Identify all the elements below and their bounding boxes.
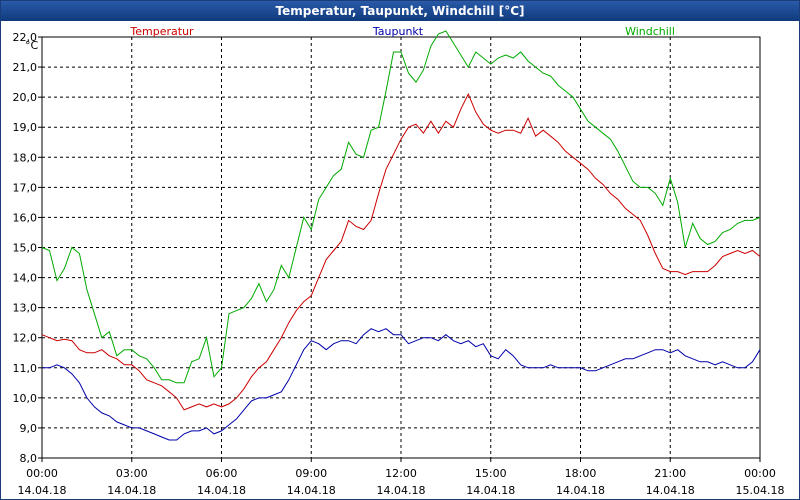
x-tick-time-label: 15:00 xyxy=(475,467,507,480)
x-tick-date-label: 14.04.18 xyxy=(377,484,426,497)
y-tick-label: 22,0 xyxy=(13,31,38,44)
series-line-taupunkt xyxy=(42,328,761,441)
x-tick-date-label: 14.04.18 xyxy=(466,484,515,497)
y-tick-label: 13,0 xyxy=(13,302,38,315)
y-tick-label: 14,0 xyxy=(13,272,38,285)
x-tick-time-label: 03:00 xyxy=(116,467,148,480)
x-tick-time-label: 06:00 xyxy=(206,467,238,480)
series-line-windchill xyxy=(41,30,761,384)
x-tick-time-label: 21:00 xyxy=(654,467,686,480)
y-tick-label: 17,0 xyxy=(13,181,38,194)
x-tick-time-label: 12:00 xyxy=(385,467,417,480)
x-axis: 00:00 14.04.18 03:00 14.04.18 06:00 14.04.18 0… xyxy=(18,458,785,497)
x-tick-date-label: 14.04.18 xyxy=(197,484,246,497)
x-tick-time-label: 18:00 xyxy=(565,467,597,480)
y-axis: 8,0 9,0 10,0 11,0 12,0 13,0 14,0 15,0 16,0 17,0 18… xyxy=(13,31,42,465)
y-axis-unit-label: °C xyxy=(25,39,39,52)
x-tick-date-label: 14.04.18 xyxy=(287,484,336,497)
y-tick-label: 18,0 xyxy=(13,151,38,164)
x-tick-time-label: 00:00 xyxy=(744,467,776,480)
y-tick-label: 20,0 xyxy=(13,91,38,104)
y-tick-label: 8,0 xyxy=(20,452,38,465)
y-tick-label: 11,0 xyxy=(13,362,38,375)
y-tick-label: 15,0 xyxy=(13,242,38,255)
series-line-temperatur xyxy=(41,92,761,411)
legend: Temperatur Taupunkt Windchill xyxy=(129,25,675,38)
y-tick-label: 10,0 xyxy=(13,392,38,405)
y-tick-label: 21,0 xyxy=(13,61,38,74)
x-tick-date-label: 14.04.18 xyxy=(18,484,67,497)
x-tick-time-label: 00:00 xyxy=(26,467,58,480)
y-tick-label: 12,0 xyxy=(13,332,38,345)
x-tick-date-label: 14.04.18 xyxy=(107,484,156,497)
series-lines xyxy=(41,30,761,441)
x-tick-time-label: 09:00 xyxy=(295,467,327,480)
legend-entry-windchill: Windchill xyxy=(625,25,675,38)
x-tick-date-label: 15.04.18 xyxy=(736,484,785,497)
chart-title: Temperatur, Taupunkt, Windchill [°C] xyxy=(1,1,799,21)
y-tick-label: 9,0 xyxy=(20,422,38,435)
x-tick-date-label: 14.04.18 xyxy=(646,484,695,497)
legend-entry-temperatur: Temperatur xyxy=(129,25,194,38)
y-tick-label: 16,0 xyxy=(13,211,38,224)
y-tick-label: 19,0 xyxy=(13,121,38,134)
x-tick-date-label: 14.04.18 xyxy=(556,484,605,497)
legend-entry-taupunkt: Taupunkt xyxy=(372,25,424,38)
